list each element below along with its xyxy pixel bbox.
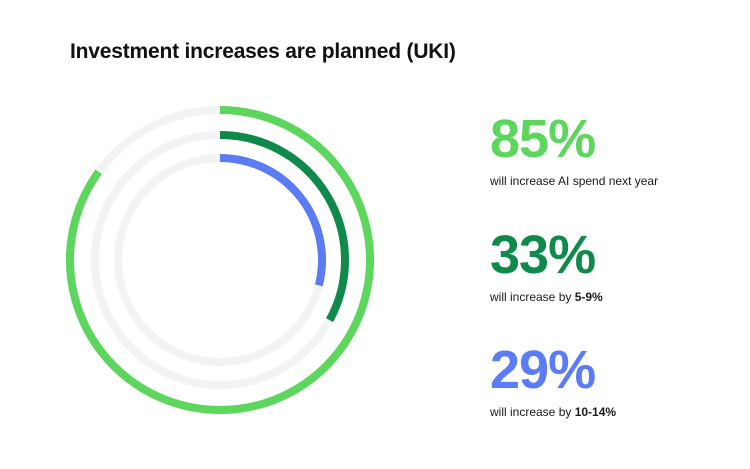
ring-increase-5-9-arc [219, 131, 349, 323]
chart-title: Investment increases are planned (UKI) [70, 40, 456, 63]
stat-percent-ai-spend: 85% [490, 109, 596, 169]
stat-percent-5-9: 33% [490, 225, 596, 285]
stat-ai-spend: 85% will increase AI spend next year [490, 112, 658, 188]
stat-percent-10-14: 29% [490, 340, 596, 400]
stat-label-ai-spend: will increase AI spend next year [490, 174, 659, 188]
stat-increase-10-14: 29% will increase by 10-14% [490, 343, 616, 419]
ring-increase-10-14-arc [219, 154, 326, 287]
radial-bar-chart [66, 106, 374, 414]
stat-label-10-14: will increase by 10-14% [490, 405, 617, 419]
ring-ai-spend-arc [66, 106, 374, 414]
stat-label-5-9: will increase by 5-9% [490, 290, 603, 304]
stat-increase-5-9: 33% will increase by 5-9% [490, 228, 603, 304]
